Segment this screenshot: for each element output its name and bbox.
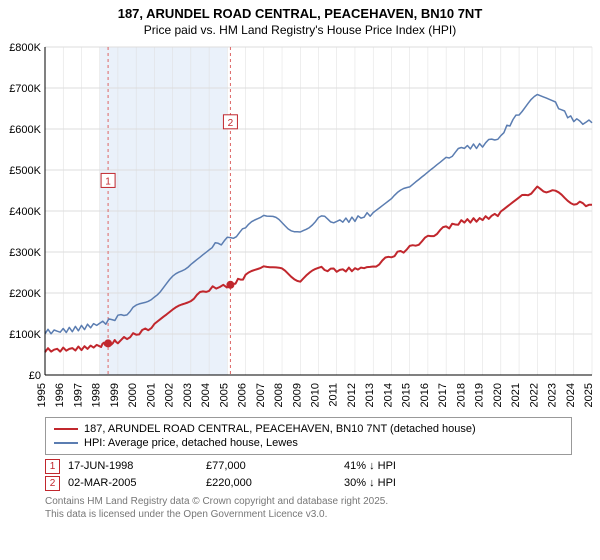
svg-text:2001: 2001: [145, 383, 157, 407]
svg-text:£400K: £400K: [9, 206, 41, 218]
footnote: Contains HM Land Registry data © Crown c…: [45, 495, 572, 521]
sales-list: 1 17-JUN-1998 £77,000 41% ↓ HPI 2 02-MAR-2005…: [0, 459, 600, 491]
svg-text:2012: 2012: [346, 383, 358, 407]
svg-text:2008: 2008: [273, 383, 285, 407]
legend-label-property: 187, ARUNDEL ROAD CENTRAL, PEACEHAVEN, B…: [84, 423, 476, 435]
chart-svg: £0 £100K £200K £300K £400K £500K £600K £700K £80…: [0, 41, 600, 411]
svg-text:£100K: £100K: [9, 329, 41, 341]
legend-row-hpi: HPI: Average price, detached house, Lewe…: [54, 436, 563, 450]
sale-row: 1 17-JUN-1998 £77,000 41% ↓ HPI: [45, 459, 572, 474]
svg-text:2005: 2005: [218, 383, 230, 407]
svg-text:£800K: £800K: [9, 42, 41, 54]
svg-text:£300K: £300K: [9, 247, 41, 259]
svg-text:2010: 2010: [310, 383, 322, 407]
svg-text:2013: 2013: [364, 383, 376, 407]
legend-swatch-hpi: [54, 442, 78, 444]
svg-text:£0: £0: [29, 370, 41, 382]
svg-text:2023: 2023: [547, 383, 559, 407]
svg-text:2022: 2022: [528, 383, 540, 407]
chart-subtitle: Price paid vs. HM Land Registry's House …: [0, 23, 600, 41]
svg-text:2009: 2009: [291, 383, 303, 407]
svg-text:2021: 2021: [510, 383, 522, 407]
svg-text:2016: 2016: [419, 383, 431, 407]
legend-swatch-property: [54, 428, 78, 430]
root: 187, ARUNDEL ROAD CENTRAL, PEACEHAVEN, B…: [0, 0, 600, 560]
svg-text:2003: 2003: [182, 383, 194, 407]
svg-text:1997: 1997: [72, 383, 84, 407]
sale-marker: 1: [45, 459, 60, 474]
svg-text:1999: 1999: [109, 383, 121, 407]
legend-label-hpi: HPI: Average price, detached house, Lewe…: [84, 437, 298, 449]
svg-text:2002: 2002: [164, 383, 176, 407]
sale-delta: 30% ↓ HPI: [344, 477, 396, 489]
svg-text:2004: 2004: [200, 383, 212, 407]
sale-price: £220,000: [206, 477, 336, 489]
svg-text:2: 2: [228, 118, 234, 129]
footnote-line2: This data is licensed under the Open Gov…: [45, 509, 327, 520]
sale-price: £77,000: [206, 460, 336, 472]
chart-title: 187, ARUNDEL ROAD CENTRAL, PEACEHAVEN, B…: [0, 0, 600, 23]
svg-text:2007: 2007: [255, 383, 267, 407]
svg-text:1998: 1998: [91, 383, 103, 407]
svg-text:2015: 2015: [401, 383, 413, 407]
svg-text:2020: 2020: [492, 383, 504, 407]
price-chart: £0 £100K £200K £300K £400K £500K £600K £700K £80…: [0, 41, 600, 411]
svg-text:2000: 2000: [127, 383, 139, 407]
sale-date: 17-JUN-1998: [68, 460, 198, 472]
svg-text:2017: 2017: [437, 383, 449, 407]
svg-text:2011: 2011: [328, 383, 340, 407]
sale-delta: 41% ↓ HPI: [344, 460, 396, 472]
svg-text:1995: 1995: [36, 383, 48, 407]
svg-text:1: 1: [105, 176, 111, 187]
svg-text:£700K: £700K: [9, 83, 41, 95]
svg-text:£600K: £600K: [9, 124, 41, 136]
svg-text:£500K: £500K: [9, 165, 41, 177]
svg-text:2018: 2018: [455, 383, 467, 407]
svg-text:2014: 2014: [382, 383, 394, 407]
svg-text:2025: 2025: [583, 383, 595, 407]
sale-row: 2 02-MAR-2005 £220,000 30% ↓ HPI: [45, 476, 572, 491]
svg-text:2006: 2006: [237, 383, 249, 407]
footnote-line1: Contains HM Land Registry data © Crown c…: [45, 496, 388, 507]
svg-text:2019: 2019: [474, 383, 486, 407]
svg-text:£200K: £200K: [9, 288, 41, 300]
sale-marker: 2: [45, 476, 60, 491]
svg-text:1996: 1996: [54, 383, 66, 407]
sale-date: 02-MAR-2005: [68, 477, 198, 489]
svg-text:2024: 2024: [565, 383, 577, 407]
legend-row-property: 187, ARUNDEL ROAD CENTRAL, PEACEHAVEN, B…: [54, 422, 563, 436]
legend: 187, ARUNDEL ROAD CENTRAL, PEACEHAVEN, B…: [45, 417, 572, 455]
